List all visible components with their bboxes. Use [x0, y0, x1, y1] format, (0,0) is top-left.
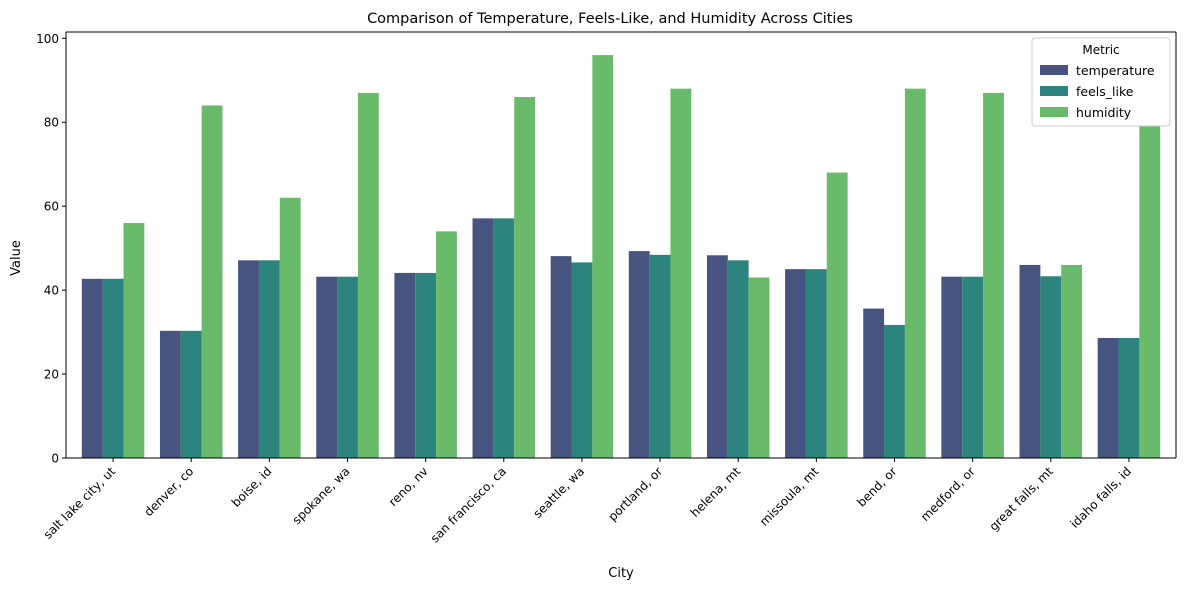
axes-layer [65, 31, 1177, 459]
y-tick-label: 80 [44, 116, 59, 130]
bar-temperature-7 [628, 251, 650, 458]
bar-humidity-12 [1061, 264, 1083, 458]
bar-feels_like-3 [337, 276, 358, 458]
x-tick-label: missoula, mt [757, 464, 822, 529]
x-tick-label: boise, id [229, 464, 275, 510]
x-tick-label: bend, or [854, 464, 899, 509]
bar-feels_like-4 [415, 272, 437, 458]
bar-temperature-10 [863, 308, 885, 458]
x-tick-label: spokane, wa [290, 464, 353, 527]
bar-feels_like-0 [102, 278, 124, 458]
legend: Metric temperature feels_like humidity [1031, 37, 1171, 127]
x-axis-label: City [608, 566, 634, 581]
x-tick-label: salt lake city, ut [41, 464, 119, 542]
bar-humidity-1 [201, 105, 223, 458]
bar-humidity-4 [436, 231, 457, 458]
bar-humidity-13 [1139, 126, 1161, 459]
bar-feels_like-13 [1118, 337, 1140, 458]
bar-temperature-3 [316, 276, 338, 458]
x-tick-label: seattle, wa [531, 464, 588, 521]
bar-humidity-0 [123, 222, 145, 458]
bar-feels_like-8 [727, 260, 749, 458]
bar-humidity-2 [279, 197, 301, 458]
bar-humidity-9 [826, 172, 848, 458]
bar-humidity-10 [904, 88, 926, 458]
bars-layer [81, 55, 1161, 459]
x-tick-label: denver, co [141, 464, 196, 519]
bar-temperature-5 [472, 218, 494, 458]
bar-temperature-11 [941, 276, 963, 458]
bar-temperature-0 [81, 278, 103, 458]
y-tick-label: 100 [36, 32, 59, 46]
bar-temperature-2 [238, 260, 259, 458]
bar-feels_like-1 [180, 330, 202, 458]
bar-humidity-8 [748, 277, 770, 458]
bar-temperature-6 [550, 256, 572, 458]
bar-temperature-8 [706, 255, 728, 458]
bar-temperature-4 [394, 272, 416, 458]
bar-feels_like-9 [805, 269, 827, 458]
y-tick-label: 60 [44, 200, 59, 214]
bar-temperature-13 [1097, 337, 1119, 458]
bar-feels_like-5 [493, 218, 515, 458]
bar-temperature-12 [1019, 264, 1041, 458]
bar-temperature-1 [159, 330, 181, 458]
bar-feels_like-7 [649, 254, 671, 458]
chart-title: Comparison of Temperature, Feels-Like, a… [367, 11, 853, 27]
y-tick-label: 40 [44, 284, 59, 298]
bar-humidity-5 [514, 97, 536, 459]
legend-swatch-temperature [1040, 65, 1068, 75]
bar-feels_like-12 [1040, 276, 1062, 458]
bar-feels_like-11 [962, 276, 984, 458]
x-tick-label: medford, or [918, 464, 978, 524]
x-tick-label: idaho falls, id [1067, 464, 1134, 531]
bar-feels_like-10 [884, 324, 905, 458]
x-tick-label: great falls, mt [987, 464, 1057, 534]
y-tick-label: 20 [44, 368, 59, 382]
legend-swatch-humidity [1040, 107, 1068, 117]
y-tick-label: 0 [51, 452, 59, 466]
x-tick-label: helena, mt [688, 464, 744, 520]
x-tick-label: portland, or [605, 464, 665, 524]
legend-label-feels_like: feels_like [1076, 84, 1134, 99]
legend-swatch-feels_like [1040, 86, 1068, 96]
bar-temperature-9 [785, 269, 806, 458]
legend-label-humidity: humidity [1076, 105, 1132, 120]
bar-humidity-6 [592, 55, 614, 458]
bar-feels_like-6 [571, 262, 593, 458]
legend-title: Metric [1082, 43, 1119, 57]
legend-box [1031, 37, 1171, 127]
legend-label-temperature: temperature [1076, 63, 1155, 78]
x-tick-label: reno, nv [386, 464, 431, 509]
bar-humidity-7 [670, 88, 692, 458]
bar-feels_like-2 [258, 260, 280, 458]
y-axis-label: Value [9, 240, 24, 276]
bar-humidity-3 [357, 92, 379, 459]
bar-humidity-11 [983, 92, 1004, 459]
x-tick-label: san francisco, ca [428, 464, 509, 545]
